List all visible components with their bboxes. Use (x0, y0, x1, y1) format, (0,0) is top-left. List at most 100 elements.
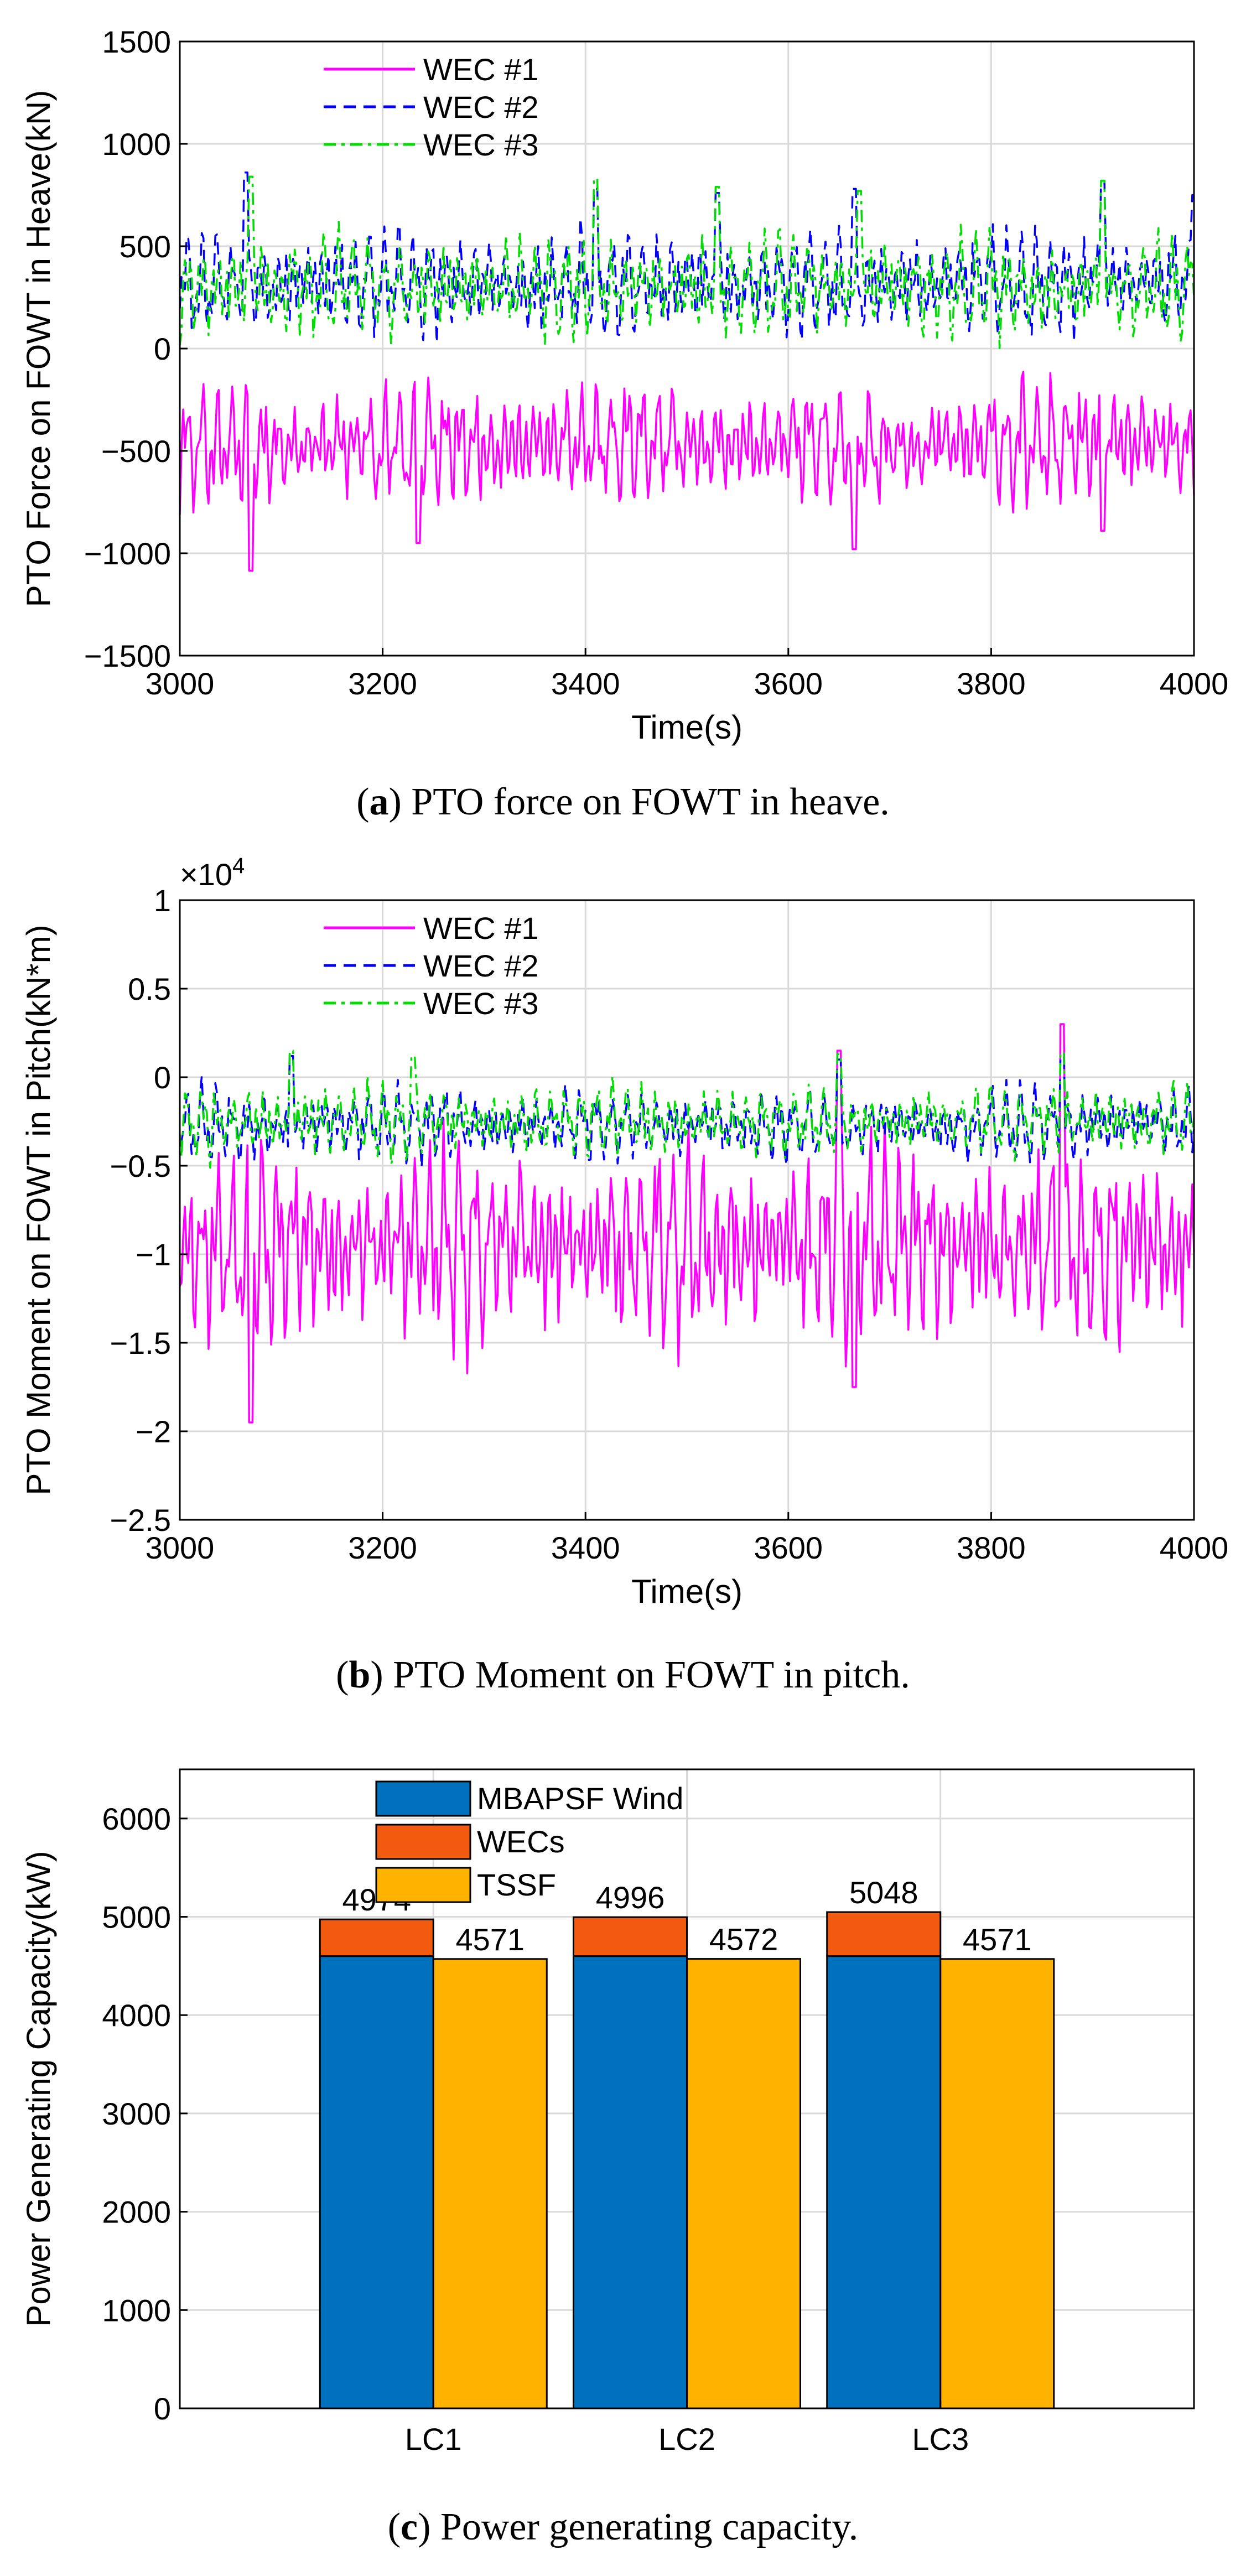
legend-label: WEC #2 (423, 948, 539, 983)
series-line-wec3 (179, 1050, 1195, 1169)
data-label-total: 4996 (596, 1880, 665, 1915)
series-line-wec3 (179, 175, 1195, 350)
axes-frame (179, 899, 1195, 1521)
legend-swatch (375, 1824, 471, 1860)
x-tick-label: 3000 (146, 666, 215, 701)
caption-text: PTO Moment on FOWT in pitch. (383, 1654, 910, 1696)
caption: (c) Power generating capacity. (388, 2506, 859, 2548)
series-line-wec1 (179, 1023, 1195, 1424)
bar-tssf (432, 1958, 548, 2409)
y-tick-label: 1000 (102, 2293, 171, 2328)
legend-label: WEC #3 (423, 127, 539, 162)
bar-mbapsf-wind (826, 1955, 942, 2409)
x-tick-label: 3000 (146, 1530, 215, 1565)
x-tick-label: LC1 (405, 2422, 462, 2456)
caption-text: PTO force on FOWT in heave. (402, 781, 890, 823)
series-lines (179, 172, 1195, 572)
chart-panel-a: 3000 3200 3400 3600 3800 4000 −1500 −1000 −500 0 5… (20, 24, 1228, 823)
y-tick-label: 4000 (102, 1998, 171, 2033)
data-label-tssf: 4571 (455, 1922, 525, 1957)
y-tick-label: 5000 (102, 1900, 171, 1935)
legend-label: TSSF (477, 1867, 556, 1902)
legend-label: WEC #2 (423, 90, 539, 124)
chart-panel-c: 497445714996457250484571 010002000300040… (20, 1768, 1195, 2548)
caption-label: c (401, 2506, 418, 2548)
axis-exponent-label: ×104 (180, 854, 245, 892)
y-tick-label: 1500 (102, 24, 171, 59)
data-label-tssf: 4572 (709, 1922, 778, 1957)
legend-label: WEC #3 (423, 986, 539, 1021)
axis-exponent-base: ×10 (180, 857, 232, 892)
tick-labels: 0 1000 2000 3000 4000 5000 6000 LC1 LC2 LC3 (102, 1801, 969, 2456)
tick-labels: 3000 3200 3400 3600 3800 4000 −2.5 −2 −1.5 −1 −0.5… (110, 883, 1228, 1565)
bars: 497445714996457250484571 (319, 1875, 1055, 2409)
y-tick-label: 1000 (102, 127, 171, 162)
x-tick-label: 3800 (957, 666, 1026, 701)
x-tick-label: 3400 (551, 666, 620, 701)
series-lines (179, 1023, 1195, 1424)
legend-label: MBAPSF Wind (477, 1781, 683, 1816)
y-tick-label: 0 (154, 2391, 171, 2426)
caption: (b) PTO Moment on FOWT in pitch. (336, 1654, 910, 1696)
caption-text: Power generating capacity. (430, 2506, 858, 2548)
y-axis-label: PTO Force on FOWT in Heave(kN) (20, 90, 57, 607)
y-tick-label: 0 (154, 331, 171, 366)
tick-labels: 3000 3200 3400 3600 3800 4000 −1500 −1000 −500 0 5… (84, 24, 1229, 701)
caption: (a) PTO force on FOWT in heave. (356, 781, 890, 823)
x-tick-label: 3200 (348, 666, 417, 701)
bar-mbapsf-wind (319, 1955, 434, 2409)
y-axis-label: PTO Moment on FOWT in Pitch(kN*m) (20, 925, 57, 1495)
bar-wecs (573, 1916, 688, 1957)
series-line-wec2 (179, 172, 1194, 344)
y-tick-label: 2000 (102, 2195, 171, 2230)
x-tick-label: LC2 (658, 2422, 715, 2456)
grid (180, 41, 1194, 656)
y-tick-label: 0 (154, 1060, 171, 1095)
y-tick-label: −500 (101, 434, 171, 469)
y-tick-label: −1500 (84, 638, 171, 673)
legend: MBAPSF Wind WECs TSSF (375, 1780, 683, 1903)
y-tick-label: −1.5 (110, 1326, 171, 1360)
y-axis-label: Power Generating Capacity(kW) (20, 1851, 57, 2326)
bar-mbapsf-wind (573, 1955, 688, 2409)
caption-label: a (370, 781, 389, 823)
y-tick-label: −2.5 (110, 1503, 171, 1538)
x-tick-label: LC3 (912, 2422, 969, 2456)
axis-exponent-power: 4 (232, 854, 245, 878)
caption-label: b (349, 1654, 370, 1696)
y-tick-label: 3000 (102, 2096, 171, 2131)
data-label-total: 5048 (849, 1875, 918, 1910)
x-tick-label: 3600 (754, 666, 823, 701)
legend-label: WEC #1 (423, 52, 539, 87)
data-label-tssf: 4571 (963, 1922, 1032, 1957)
x-tick-label: 4000 (1160, 1530, 1229, 1565)
bar-wecs (319, 1918, 434, 1957)
bar-wecs (826, 1911, 942, 1957)
y-tick-label: −1000 (84, 536, 171, 571)
legend-swatch (375, 1780, 471, 1817)
y-tick-label: 500 (120, 229, 171, 264)
x-axis-label: Time(s) (631, 709, 743, 746)
legend-swatch (375, 1867, 471, 1903)
series-line-wec1 (179, 371, 1195, 572)
x-tick-label: 3200 (348, 1530, 417, 1565)
y-tick-label: −1 (136, 1237, 171, 1272)
bar-tssf (939, 1958, 1055, 2409)
y-tick-label: −0.5 (110, 1149, 171, 1183)
legend-label: WECs (477, 1824, 565, 1859)
y-tick-label: −2 (136, 1414, 171, 1449)
y-tick-label: 1 (154, 883, 171, 918)
x-tick-label: 3600 (754, 1530, 823, 1565)
bar-tssf (686, 1958, 801, 2409)
x-tick-label: 3800 (957, 1530, 1026, 1565)
x-tick-label: 4000 (1160, 666, 1229, 701)
x-axis-label: Time(s) (631, 1573, 743, 1610)
y-tick-label: 6000 (102, 1801, 171, 1836)
chart-panel-b: 3000 3200 3400 3600 3800 4000 −2.5 −2 −1.5 −1 −0.5… (20, 854, 1228, 1696)
legend-label: WEC #1 (423, 911, 539, 946)
x-tick-label: 3400 (551, 1530, 620, 1565)
y-tick-label: 0.5 (128, 972, 171, 1006)
